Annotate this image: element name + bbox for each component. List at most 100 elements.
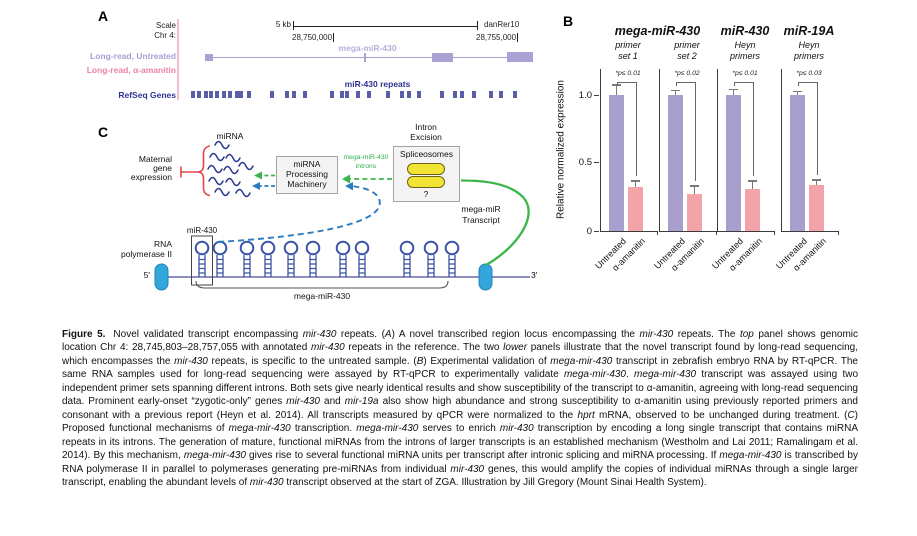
significance-bracket [733, 82, 753, 83]
caption-segment: lower [503, 342, 528, 354]
error-bar-cap [748, 180, 757, 182]
significance-bracket [616, 82, 636, 83]
error-bar-line [797, 90, 798, 95]
p-value: *p≤ 0.03 [796, 70, 822, 77]
refseq-repeat-box [472, 91, 476, 98]
x-tick-label: α-amanitin [726, 236, 764, 273]
refseq-repeat-box [400, 91, 404, 98]
caption-segment: Figure 5. [62, 329, 106, 340]
exon [205, 54, 213, 61]
x-axis-end-tick [838, 231, 839, 235]
error-bar-line [616, 84, 617, 95]
y-axis [659, 69, 660, 231]
error-bar-cap [612, 84, 621, 86]
green-arrow-label-line1: mega-miR-430 [343, 154, 389, 161]
mir430-hairpin [305, 240, 321, 277]
caption-segment: A [384, 329, 392, 340]
caption-segment: genes, this would amplify the copies of … [62, 463, 858, 488]
caption-segment: mega-mir-430 [228, 423, 291, 435]
mirna-squiggle-icon [214, 187, 230, 197]
x-axis-end-tick [657, 231, 658, 235]
mir430-hairpin [444, 240, 460, 277]
maternal-label-line1: Maternal [138, 154, 172, 164]
caption-segment: C [847, 409, 855, 421]
bar-amanitin [628, 187, 643, 231]
mirna-cluster-label: miRNA [216, 131, 244, 141]
caption-segment: hprt [577, 409, 595, 421]
caption-segment: mega-mir-430 [356, 423, 419, 435]
mir430-hairpin [423, 240, 439, 277]
mir430-hairpin [354, 240, 370, 277]
error-bar-line [733, 88, 734, 95]
p-value: *p≤ 0.01 [615, 70, 641, 77]
error-bar-line [694, 185, 695, 195]
error-bar-cap [729, 88, 738, 91]
caption-segment: repeats in the reference. The two [344, 342, 504, 354]
caption-segment: mir-430 [286, 396, 320, 408]
x-tick-label: α-amanitin [609, 236, 647, 273]
rna-polymerase-capsule-5prime [154, 263, 169, 291]
caption-segment: panel shows genomic location Chr 4: 28,7… [62, 329, 858, 354]
refseq-repeat-box [453, 91, 457, 98]
spliceosomes-label: Spliceosomes [400, 149, 453, 159]
bar-amanitin [687, 194, 702, 231]
refseq-repeat-box [489, 91, 493, 98]
assembly-label: danRer10 [484, 20, 520, 29]
track-separator-line [177, 19, 179, 100]
machinery-line3: Machinery [287, 179, 327, 189]
mir430-hairpin [399, 240, 415, 277]
mirna-squiggle-icon [208, 176, 224, 186]
y-axis-title: Relative normalized expression [555, 80, 567, 219]
panel-subtitle: primers [729, 51, 760, 61]
scale-label: Scale [155, 21, 176, 30]
spliceosome-subunit [407, 163, 445, 175]
significance-bracket [635, 82, 637, 176]
caption-segment: mir-430 [249, 476, 284, 488]
caption-segment: top [739, 329, 754, 340]
caption-segment: mega-mir-430 [563, 369, 626, 381]
significance-bracket [694, 82, 696, 182]
caption-segment: gives rise to several functional miRNA u… [245, 450, 720, 462]
mirna-squiggle-icon [225, 153, 241, 163]
ruler-scale-label: 5 kb [275, 20, 291, 29]
refseq-repeat-box [386, 91, 390, 98]
x-axis [717, 231, 774, 232]
caption-segment: transcription by encoding a long single … [62, 423, 858, 462]
caption-segment: and [320, 396, 345, 408]
error-bar-line [675, 89, 676, 95]
caption-segment: . [626, 369, 635, 381]
significance-bracket [733, 82, 735, 86]
mir430-hairpin [239, 240, 255, 277]
error-bar-line [816, 179, 817, 185]
mir430-hairpin [283, 240, 299, 277]
x-axis [600, 231, 657, 232]
panel-subtitle: primer [674, 40, 700, 50]
refseq-repeat-box [460, 91, 464, 98]
y-tick-mark [594, 95, 599, 96]
panel-subtitle: Heyn [734, 40, 756, 50]
bar-untreated [790, 95, 805, 231]
bar-untreated [726, 95, 741, 231]
red-brace [198, 145, 211, 197]
caption-segment: repeats. The [673, 329, 740, 340]
caption-segment: B [416, 355, 424, 367]
caption-segment: mir-19a [344, 396, 379, 408]
exon-tick [364, 53, 366, 62]
x-tick-label: α-amanitin [790, 236, 828, 273]
ruler-line [294, 26, 477, 27]
track-label-amanitin: Long-read, α-amanitin [86, 65, 176, 75]
mirna-squiggle-icon [235, 188, 251, 198]
caption-segment: transcript was assayed using two indepen… [62, 369, 859, 408]
coordinate-tick-left [333, 33, 334, 42]
figure-caption: Figure 5. Novel validated transcript enco… [62, 328, 858, 489]
ruler-tick-left [293, 21, 294, 30]
bar-amanitin [745, 188, 760, 231]
maternal-label-line2: gene [153, 163, 172, 173]
refseq-repeat-box [499, 91, 503, 98]
track-label-refseq: RefSeq Genes [118, 90, 176, 100]
caption-segment: mir-430 [310, 342, 345, 354]
caption-segment: serves to enrich [418, 423, 500, 435]
transcript-label-line2: Transcript [462, 215, 500, 225]
refseq-repeat-box [285, 91, 289, 98]
y-tick-mark [594, 162, 599, 163]
